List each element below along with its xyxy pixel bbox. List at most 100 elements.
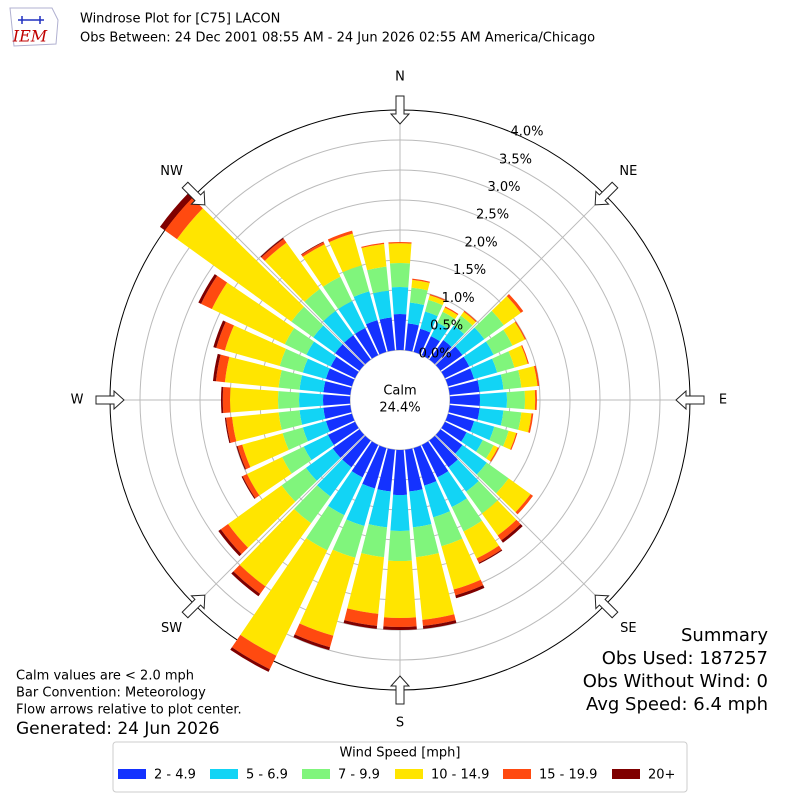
- bar-segment: [445, 368, 475, 387]
- bar-segment: [278, 370, 303, 390]
- legend-swatch: [503, 769, 531, 779]
- bar-segment: [338, 300, 366, 334]
- bar-segment: [293, 634, 331, 651]
- bar-segment: [433, 511, 463, 547]
- arrow-shape: [95, 389, 125, 411]
- bar-segment: [264, 242, 320, 302]
- legend-swatch: [118, 769, 146, 779]
- logo: IEM: [9, 7, 59, 47]
- bar-segment: [347, 553, 385, 614]
- bar-segment: [470, 420, 495, 441]
- bar-segment: [503, 321, 525, 346]
- bar-segment: [497, 519, 521, 541]
- bar-segment: [390, 494, 410, 531]
- chart-title: Windrose Plot for [C75] LACON: [80, 12, 280, 27]
- bar-segment: [317, 459, 352, 497]
- r-tick-label: 3.0%: [488, 180, 521, 195]
- bar-segment: [332, 429, 365, 458]
- direction-label: N: [395, 70, 405, 85]
- bar-segment: [415, 553, 455, 620]
- bar-segment: [429, 294, 446, 301]
- bar-segment: [302, 420, 330, 442]
- bar-segment: [384, 560, 416, 618]
- bar-segment: [435, 429, 463, 454]
- bar-segment: [325, 413, 355, 432]
- bar-segment: [518, 412, 532, 433]
- bar-segment: [342, 435, 371, 468]
- bar-segment: [514, 321, 527, 340]
- bar-segment: [489, 447, 500, 462]
- legend-label: 2 - 4.9: [154, 768, 196, 783]
- bar-segment: [448, 405, 480, 420]
- bar-segment: [220, 524, 249, 555]
- legend-box: [112, 741, 688, 793]
- bar-segment: [455, 585, 485, 599]
- arrow-shape: [181, 181, 206, 206]
- bar-segment: [443, 325, 465, 347]
- bar-segment: [477, 408, 504, 426]
- summary-line: Obs Without Wind: 0: [583, 671, 768, 692]
- bar-segment: [477, 374, 504, 392]
- bar-segment: [291, 306, 324, 338]
- note-line: Flow arrows relative to plot center.: [16, 703, 242, 718]
- bar-segment: [421, 441, 449, 478]
- bar-segment: [478, 549, 503, 564]
- bar-segment: [328, 471, 363, 516]
- bar-segment: [524, 390, 536, 410]
- grid-ring: [139, 139, 661, 661]
- r-tick-label: 2.5%: [476, 208, 509, 223]
- bar-segment: [407, 302, 425, 326]
- bar-segment: [388, 530, 412, 561]
- bar-segment: [489, 426, 509, 447]
- bar-segment: [420, 311, 438, 333]
- bar-segment: [299, 375, 326, 393]
- bar-segment: [515, 494, 534, 515]
- bar-segment: [224, 325, 286, 366]
- bar-segment: [486, 445, 498, 462]
- direction-label: SE: [620, 621, 636, 636]
- bar-segment: [409, 489, 432, 528]
- note-line: Bar Convention: Meteorology: [16, 686, 206, 701]
- bar-segment: [496, 478, 531, 513]
- bar-segment: [441, 538, 481, 590]
- bar-segment: [237, 444, 251, 470]
- bar-segment: [361, 244, 387, 271]
- bar-segment: [412, 524, 439, 558]
- bar-segment: [281, 467, 317, 502]
- bar-segment: [441, 421, 467, 442]
- plot: 0.0% 0.5% 1.0% 1.5% 2.0% 2.5% 3.0% 3.5% 4.0% N NE E…: [71, 70, 728, 731]
- bar-segment: [302, 244, 341, 287]
- bar-segment: [422, 614, 456, 626]
- bar-segment: [383, 626, 417, 630]
- bar-segment: [344, 608, 379, 626]
- bar-segment: [429, 435, 458, 468]
- bar-segment: [216, 321, 234, 351]
- r-tick-label: 3.5%: [499, 152, 532, 167]
- bar-segment: [460, 311, 476, 326]
- bar-segment: [282, 446, 312, 474]
- bar-segment: [448, 459, 479, 492]
- bar-segment: [424, 481, 451, 518]
- bar-segment: [330, 356, 359, 379]
- bar-segment: [365, 320, 387, 355]
- bar-segment: [313, 325, 343, 354]
- bar-segment: [448, 380, 480, 395]
- bar-segment: [327, 421, 359, 445]
- bar-segment: [393, 449, 407, 495]
- bar-segment: [222, 387, 231, 413]
- bar-segment: [305, 448, 341, 481]
- legend-label: 15 - 19.9: [539, 768, 597, 783]
- bar-segment: [361, 242, 385, 248]
- bar-segment: [246, 457, 292, 496]
- bar-segment: [159, 193, 193, 231]
- bar-segment: [323, 381, 352, 395]
- bar-segment: [409, 287, 428, 305]
- bar-segment: [521, 345, 529, 364]
- bar-segment: [413, 328, 431, 355]
- bar-segment: [304, 288, 336, 322]
- logo-outline: [9, 7, 59, 47]
- calm-value: 24.4%: [379, 401, 420, 416]
- bar-segment: [362, 445, 387, 489]
- direction-label: S: [396, 716, 404, 731]
